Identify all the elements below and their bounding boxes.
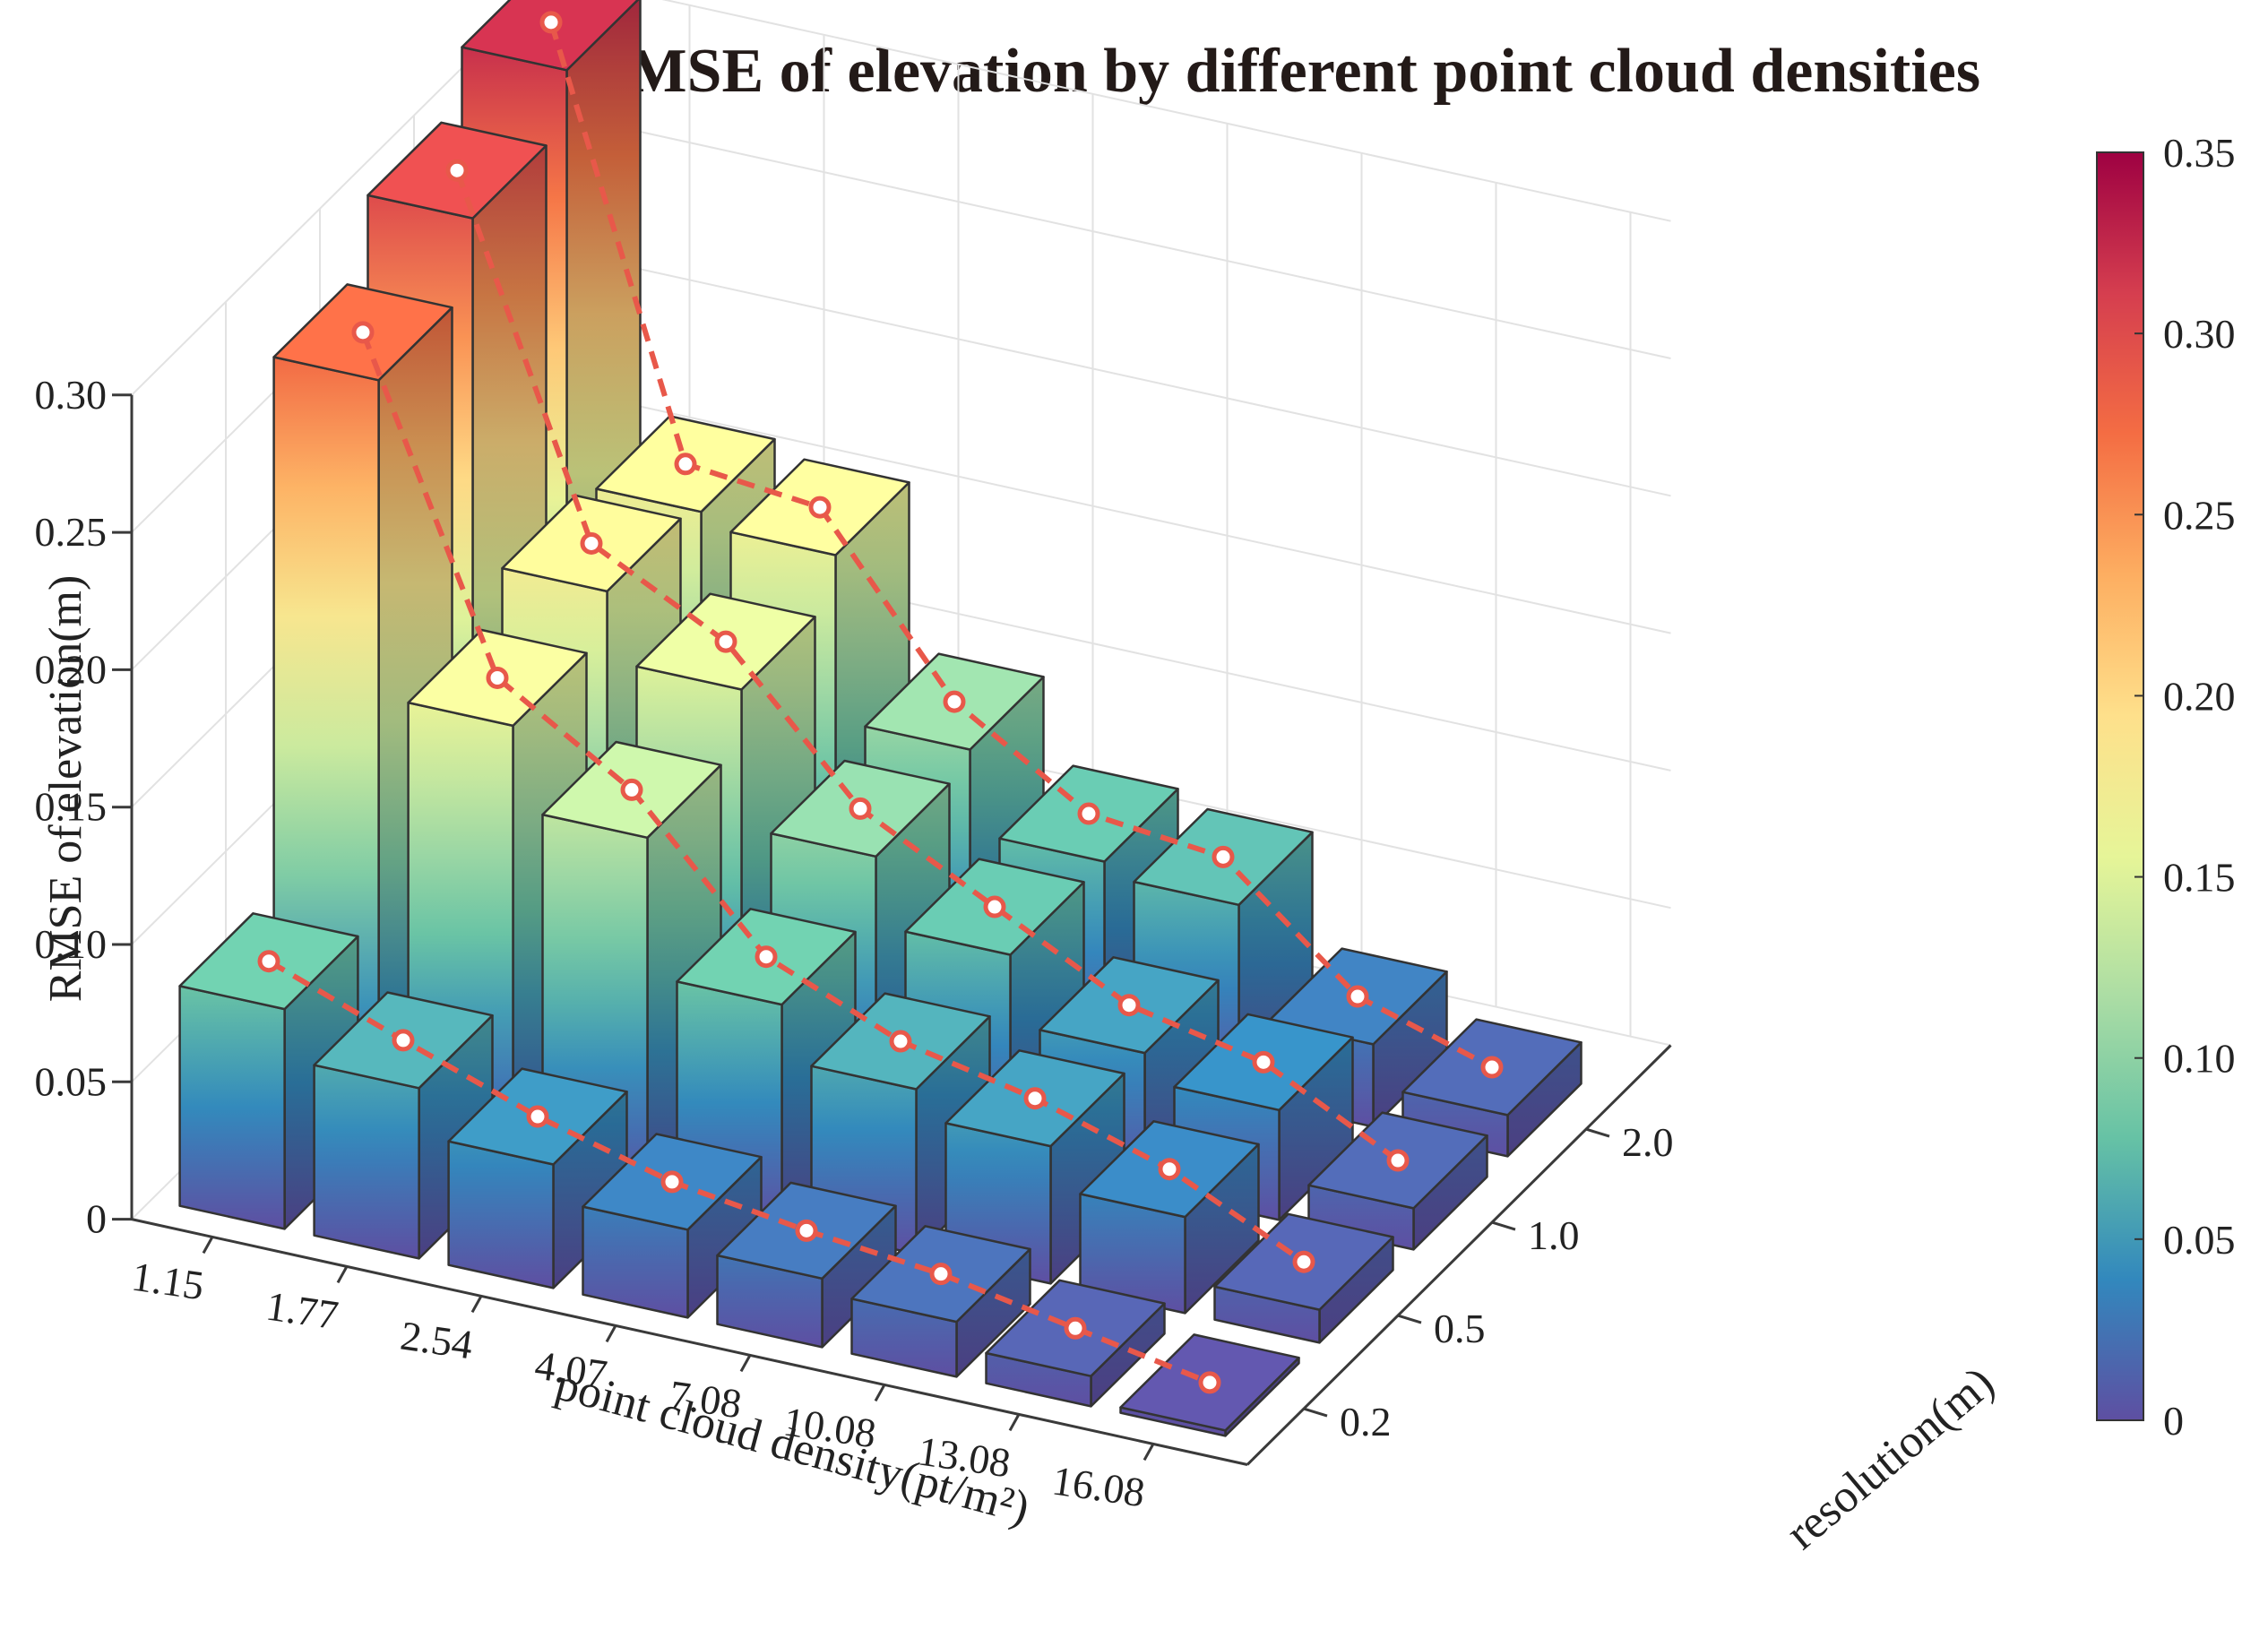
data-marker: [580, 531, 603, 555]
bar-front: [178, 985, 286, 1230]
colorbar-tick-label: 0.35: [2163, 130, 2236, 176]
x-tick-label: 4.07: [532, 1342, 610, 1398]
colorbar-scale: [2096, 151, 2144, 1421]
data-marker: [392, 1029, 415, 1052]
data-marker: [943, 690, 966, 713]
data-marker: [620, 778, 643, 801]
data-marker: [257, 950, 280, 973]
data-marker: [1077, 802, 1100, 825]
trend-line: [454, 169, 1400, 1163]
colorbar-tick-label: 0.10: [2163, 1036, 2236, 1082]
colorbar-tick-label: 0.05: [2163, 1217, 2236, 1263]
data-marker: [445, 159, 469, 182]
x-tick-mark: [202, 1236, 214, 1255]
data-marker: [849, 797, 872, 820]
bars: [178, 0, 1582, 1437]
z-tick-label: 0.25: [35, 509, 108, 555]
z-tick-label: 0.15: [35, 784, 108, 830]
y-tick-mark: [1397, 1314, 1422, 1324]
data-marker: [1292, 1250, 1315, 1273]
colorbar: 0 0.05 0.10 0.15 0.20 0.25 0.30 0.35: [2096, 130, 2236, 1444]
x-tick-mark: [336, 1265, 349, 1284]
data-marker: [795, 1219, 818, 1242]
colorbar-ticks: 0 0.05 0.10 0.15 0.20 0.25 0.30 0.35: [2134, 130, 2236, 1444]
data-marker: [660, 1170, 684, 1194]
data-marker: [983, 895, 1006, 918]
z-axis-label: RMSE of elevation(m): [40, 575, 91, 1003]
y-axis-line: [1246, 1044, 1672, 1466]
data-marker: [1480, 1056, 1504, 1079]
bar-top: [461, 0, 640, 72]
y-tick-mark: [1303, 1407, 1328, 1418]
x-axis-line: [131, 1218, 1248, 1466]
data-marker: [1198, 1371, 1221, 1394]
data-marker: [351, 321, 375, 344]
data-marker: [755, 945, 778, 969]
trend-line: [267, 959, 1212, 1385]
data-marker: [674, 453, 697, 476]
data-marker: [1064, 1316, 1087, 1340]
trend-line: [360, 331, 1306, 1264]
x-tick-label: 2.54: [398, 1313, 476, 1368]
y-tick-mark: [1491, 1220, 1516, 1231]
trend-line: [548, 22, 1494, 1070]
z-tick-label: 0.20: [35, 646, 108, 692]
x-tick-label: 7.08: [667, 1372, 745, 1427]
z-tick-label: 0.10: [35, 921, 108, 967]
y-axis-label: resolution(m): [1777, 1358, 2004, 1560]
data-marker: [1117, 994, 1141, 1017]
data-marker: [1346, 985, 1369, 1008]
data-marker: [714, 630, 737, 653]
x-tick-mark: [1143, 1443, 1155, 1462]
data-marker: [1252, 1050, 1275, 1074]
x-tick-mark: [605, 1324, 617, 1343]
x-tick-label: 1.15: [129, 1254, 207, 1309]
y-tick-label: 2.0: [1622, 1119, 1674, 1165]
y-tick-label: 0.5: [1434, 1306, 1486, 1351]
colorbar-tick-label: 0.20: [2163, 673, 2236, 719]
data-marker: [889, 1030, 912, 1053]
z-tick-label: 0.30: [35, 372, 108, 418]
gridline-z: [131, 0, 1671, 396]
y-tick-label: 1.0: [1528, 1212, 1580, 1258]
x-tick-mark: [1008, 1413, 1021, 1432]
x-tick-mark: [874, 1384, 886, 1402]
data-marker: [808, 496, 832, 519]
data-marker: [539, 11, 563, 34]
data-marker: [929, 1263, 953, 1286]
colorbar-tick-label: 0: [2163, 1398, 2184, 1444]
x-tick-label: 1.77: [263, 1283, 341, 1339]
y-tick-label: 0.2: [1340, 1399, 1392, 1444]
x-tick-label: 16.08: [1049, 1457, 1148, 1515]
data-marker: [1212, 845, 1235, 868]
x-tick-mark: [470, 1295, 483, 1314]
data-marker: [526, 1105, 549, 1128]
z-tick-label: 0: [86, 1196, 107, 1242]
x-tick-mark: [739, 1354, 752, 1373]
colorbar-tick-label: 0.30: [2163, 311, 2236, 357]
data-marker: [1158, 1158, 1181, 1181]
data-marker: [1023, 1087, 1047, 1110]
colorbar-tick-label: 0.25: [2163, 492, 2236, 538]
data-marker: [1386, 1149, 1410, 1172]
y-tick-mark: [1585, 1127, 1610, 1138]
data-marker: [486, 666, 509, 689]
bar-front: [447, 1140, 555, 1289]
trend-lines: [257, 11, 1504, 1394]
chart-title: RMSE of elevation by different point clo…: [582, 37, 1980, 106]
colorbar-tick-label: 0.15: [2163, 855, 2236, 901]
z-tick-label: 0.05: [35, 1058, 108, 1104]
bar-front: [313, 1064, 420, 1260]
